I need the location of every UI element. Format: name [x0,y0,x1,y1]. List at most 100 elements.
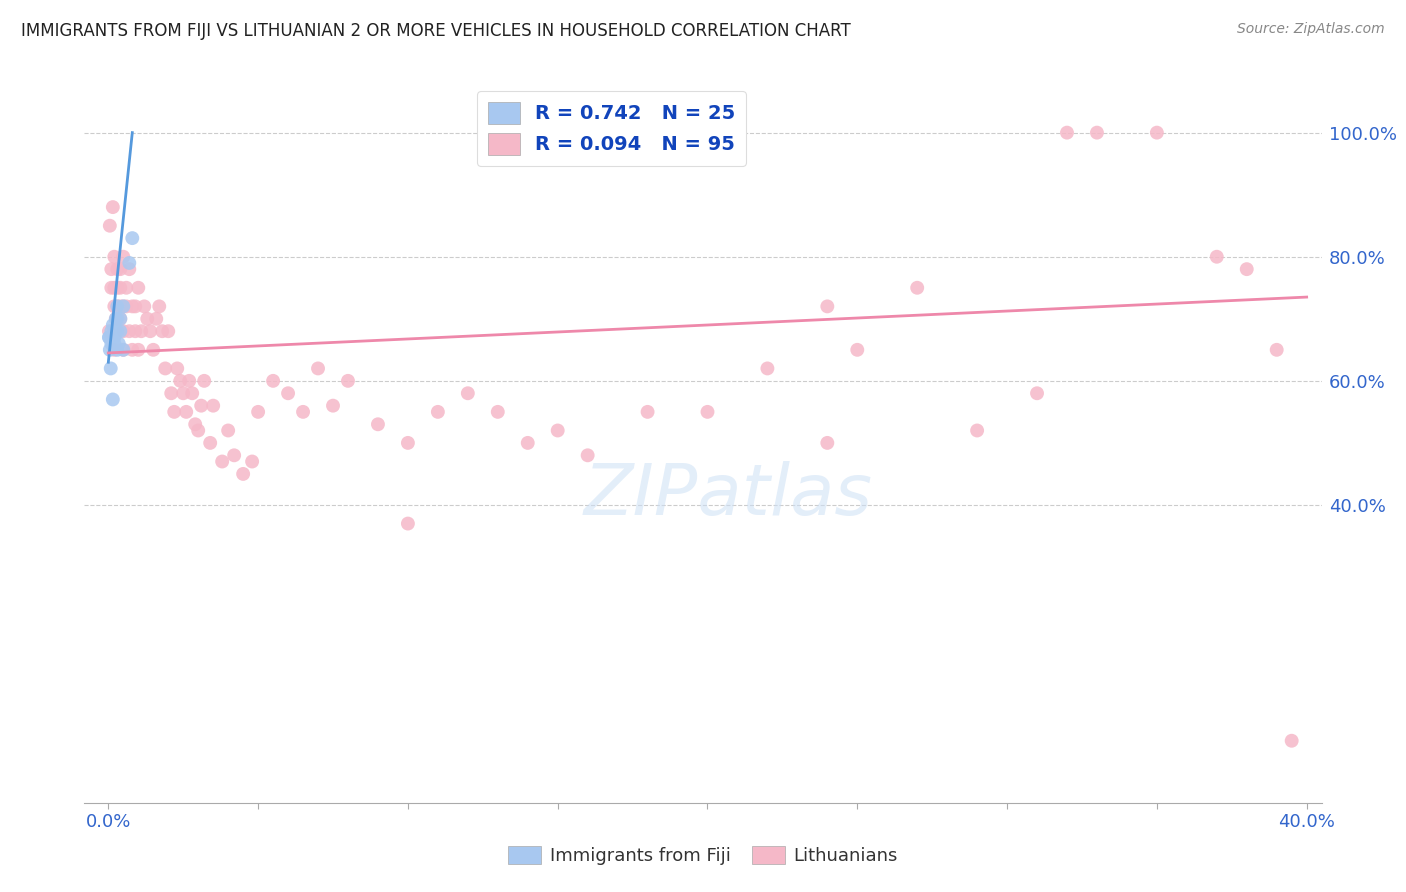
Point [104,311,127,326]
Point [110,299,132,313]
Point [100,336,122,351]
Point [110,324,132,338]
Point [103,299,125,313]
Point [1236,262,1258,277]
Point [110,281,132,295]
Point [112,250,135,264]
Point [224,448,246,462]
Y-axis label: 2 or more Vehicles in Household: 2 or more Vehicles in Household [0,322,7,570]
Point [211,454,233,468]
Point [426,405,449,419]
Point [262,374,284,388]
Point [112,324,135,338]
Point [115,299,138,313]
Point [337,374,360,388]
Point [118,256,141,270]
Point [396,436,419,450]
Point [815,299,838,313]
Point [110,311,132,326]
Point [174,405,197,419]
Point [124,324,146,338]
Point [966,424,988,438]
Point [240,454,263,468]
Point [815,436,838,450]
Point [100,324,122,338]
Point [98,330,121,344]
Point [367,417,389,432]
Point [100,262,122,277]
Point [121,299,143,313]
Point [277,386,299,401]
Point [105,324,128,338]
Point [202,399,225,413]
Point [292,405,315,419]
Point [157,324,180,338]
Point [127,281,149,295]
Point [247,405,270,419]
Point [118,324,141,338]
Point [100,361,122,376]
Point [184,417,207,432]
Point [846,343,869,357]
Point [150,324,173,338]
Point [516,436,538,450]
Point [101,200,124,214]
Point [110,262,132,277]
Point [103,281,125,295]
Point [169,374,191,388]
Point [105,281,128,295]
Point [103,343,125,357]
Point [1265,343,1288,357]
Point [97,330,120,344]
Point [100,281,122,295]
Point [142,343,165,357]
Point [103,250,125,264]
Point [166,361,188,376]
Point [105,299,128,313]
Point [103,324,125,338]
Legend: R = 0.742   N = 25, R = 0.094   N = 95: R = 0.742 N = 25, R = 0.094 N = 95 [477,91,745,166]
Point [110,311,132,326]
Point [112,299,135,313]
Point [97,324,120,338]
Point [486,405,509,419]
Point [1085,126,1108,140]
Point [103,336,125,351]
Point [139,324,162,338]
Point [1146,126,1168,140]
Point [179,374,201,388]
Point [547,424,569,438]
Point [121,231,143,245]
Point [121,343,143,357]
Point [905,281,928,295]
Point [105,311,128,326]
Point [232,467,254,481]
Point [98,343,121,357]
Point [127,343,149,357]
Point [148,299,170,313]
Point [163,405,186,419]
Point [104,311,127,326]
Point [136,311,159,326]
Point [756,361,779,376]
Point [696,405,718,419]
Point [396,516,419,531]
Legend: Immigrants from Fiji, Lithuanians: Immigrants from Fiji, Lithuanians [501,838,905,872]
Point [104,324,127,338]
Point [101,318,124,332]
Point [1205,250,1227,264]
Point [98,219,121,233]
Point [105,311,128,326]
Point [181,386,204,401]
Point [160,386,183,401]
Point [457,386,479,401]
Point [172,386,194,401]
Point [637,405,659,419]
Point [112,343,135,357]
Point [112,343,135,357]
Point [155,361,177,376]
Point [101,392,124,407]
Point [307,361,329,376]
Point [1026,386,1049,401]
Point [115,281,138,295]
